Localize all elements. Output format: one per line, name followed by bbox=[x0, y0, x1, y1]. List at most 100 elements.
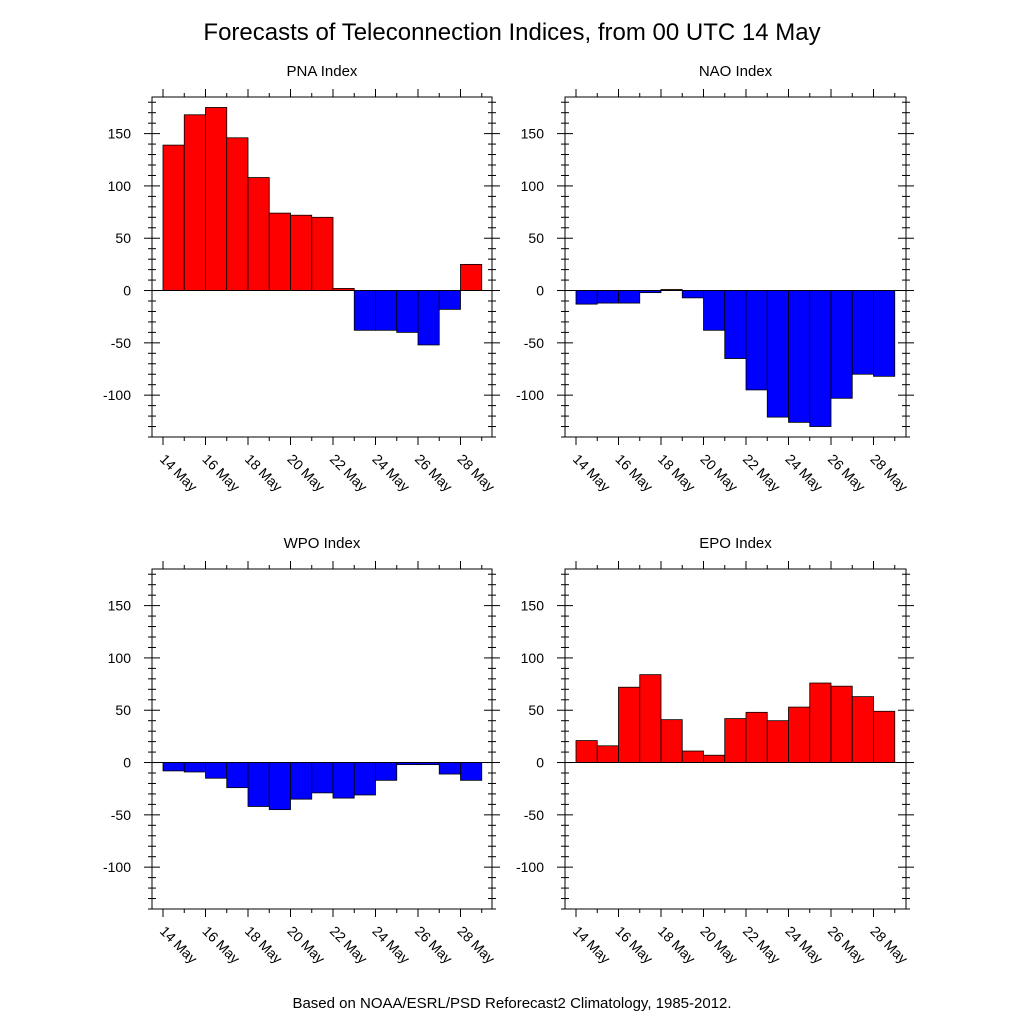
wpo-index-plot-frame bbox=[151, 568, 493, 910]
wpo-index-x-tick-label: 14 May bbox=[157, 923, 201, 967]
wpo-index-bar-22-may bbox=[332, 762, 355, 799]
nao-index-x-tick-label: 26 May bbox=[825, 451, 869, 495]
nao-index-bar-20-may bbox=[703, 290, 726, 331]
pna-index-x-tick-label: 16 May bbox=[199, 451, 243, 495]
epo-index-bar-14-may bbox=[575, 740, 598, 763]
nao-index-title: NAO Index bbox=[699, 63, 773, 80]
nao-index-x-tick-label: 18 May bbox=[655, 451, 699, 495]
pna-index-x-tick-label: 20 May bbox=[284, 451, 328, 495]
wpo-index-bar-21-may bbox=[311, 762, 334, 794]
epo-index-plot-frame bbox=[564, 568, 907, 910]
epo-index-x-tick-label: 18 May bbox=[655, 923, 699, 967]
epo-index-bar-20-may bbox=[703, 754, 726, 763]
nao-index-y-tick-label: 0 bbox=[536, 283, 544, 299]
epo-index-x-tick-label: 24 May bbox=[782, 923, 826, 967]
wpo-index-bar-18-may bbox=[247, 762, 270, 807]
pna-index-y-tick-label: 150 bbox=[108, 126, 132, 142]
nao-index-y-tick-label: 50 bbox=[528, 230, 544, 246]
nao-index-x-tick-label: 22 May bbox=[740, 451, 784, 495]
nao-index-x-tick-label: 16 May bbox=[612, 451, 656, 495]
epo-index-y-tick-label: -50 bbox=[524, 807, 544, 823]
pna-index-bar-27-may bbox=[438, 290, 461, 310]
nao-index-y-tick-label: -100 bbox=[516, 387, 544, 403]
epo-index-bar-24-may bbox=[788, 706, 811, 763]
epo-index-bar-19-may bbox=[681, 750, 704, 763]
epo-index-x-tick-label: 14 May bbox=[570, 923, 614, 967]
wpo-index-bar-15-may bbox=[183, 762, 206, 773]
wpo-index-y-tick-label: 50 bbox=[115, 702, 131, 718]
nao-index-y-tick-label: 100 bbox=[521, 178, 545, 194]
epo-index-bar-26-may bbox=[830, 685, 853, 763]
epo-index-bar-21-may bbox=[724, 718, 747, 763]
pna-index-bar-17-may bbox=[226, 137, 249, 291]
nao-index-bar-23-may bbox=[766, 290, 789, 418]
pna-index-bar-14-may bbox=[162, 144, 185, 291]
pna-index-x-tick-label: 14 May bbox=[157, 451, 201, 495]
nao-index-x-tick-label: 20 May bbox=[697, 451, 741, 495]
wpo-index-x-tick-label: 16 May bbox=[199, 923, 243, 967]
epo-index-x-tick-label: 16 May bbox=[612, 923, 656, 967]
wpo-index-title: WPO Index bbox=[284, 535, 361, 552]
nao-index-bar-22-may bbox=[745, 290, 768, 391]
epo-index-bar-27-may bbox=[851, 696, 874, 763]
pna-index-y-tick-label: 0 bbox=[123, 283, 131, 299]
wpo-index-y-tick-label: -50 bbox=[111, 807, 131, 823]
epo-index-y-tick-label: 150 bbox=[521, 598, 545, 614]
epo-index-y-tick-label: 100 bbox=[521, 650, 545, 666]
wpo-index-bar-19-may bbox=[268, 762, 291, 811]
epo-index-bar-28-may bbox=[873, 710, 896, 763]
pna-index-x-tick-label: 18 May bbox=[242, 451, 286, 495]
pna-index-x-tick-label: 26 May bbox=[412, 451, 456, 495]
wpo-index-bar-20-may bbox=[290, 762, 313, 800]
nao-index-x-tick-label: 14 May bbox=[570, 451, 614, 495]
pna-index-bar-23-may bbox=[353, 290, 376, 331]
pna-index-bar-21-may bbox=[311, 216, 334, 291]
pna-index-bar-19-may bbox=[268, 212, 291, 291]
pna-index-bar-24-may bbox=[375, 290, 398, 331]
figure-title: Forecasts of Teleconnection Indices, fro… bbox=[203, 19, 820, 46]
nao-index-bar-15-may bbox=[596, 290, 619, 304]
wpo-index-x-tick-label: 22 May bbox=[327, 923, 371, 967]
epo-index-bar-23-may bbox=[766, 720, 789, 763]
nao-index-bar-27-may bbox=[851, 290, 874, 375]
epo-index-y-tick-label: 50 bbox=[528, 702, 544, 718]
epo-index-bar-25-may bbox=[809, 682, 832, 763]
wpo-index-y-tick-label: 150 bbox=[108, 598, 132, 614]
nao-index-bar-28-may bbox=[873, 290, 896, 377]
nao-index-x-tick-label: 28 May bbox=[867, 451, 911, 495]
pna-index-bar-18-may bbox=[247, 177, 270, 291]
nao-index-x-tick-label: 24 May bbox=[782, 451, 826, 495]
nao-index-bar-25-may bbox=[809, 290, 832, 427]
epo-index-y-tick-label: 0 bbox=[536, 755, 544, 771]
wpo-index-bar-27-may bbox=[438, 762, 461, 775]
pna-index-bar-28-may bbox=[460, 263, 483, 291]
wpo-index-x-tick-label: 24 May bbox=[369, 923, 413, 967]
wpo-index-y-tick-label: 0 bbox=[123, 755, 131, 771]
pna-index-x-tick-label: 22 May bbox=[327, 451, 371, 495]
nao-index-bar-19-may bbox=[681, 290, 704, 299]
nao-index-bar-14-may bbox=[575, 290, 598, 305]
pna-index-y-tick-label: 50 bbox=[115, 230, 131, 246]
wpo-index-x-tick-label: 18 May bbox=[242, 923, 286, 967]
wpo-index-bar-23-may bbox=[353, 762, 376, 796]
pna-index-y-tick-label: -100 bbox=[103, 387, 131, 403]
epo-index-bar-17-may bbox=[639, 674, 662, 763]
pna-index-bar-15-may bbox=[183, 114, 206, 291]
pna-index-title: PNA Index bbox=[287, 63, 358, 80]
epo-index-bar-22-may bbox=[745, 711, 768, 763]
epo-index-x-tick-label: 28 May bbox=[867, 923, 911, 967]
pna-index-y-tick-label: 100 bbox=[108, 178, 132, 194]
epo-index-bar-15-may bbox=[596, 745, 619, 763]
pna-index-x-tick-label: 28 May bbox=[454, 451, 498, 495]
epo-index-x-tick-label: 20 May bbox=[697, 923, 741, 967]
nao-index-bar-26-may bbox=[830, 290, 853, 399]
wpo-index-x-tick-label: 28 May bbox=[454, 923, 498, 967]
nao-index-bar-24-may bbox=[788, 290, 811, 423]
pna-index-y-tick-label: -50 bbox=[111, 335, 131, 351]
figure-footer: Based on NOAA/ESRL/PSD Reforecast2 Clima… bbox=[292, 995, 731, 1012]
